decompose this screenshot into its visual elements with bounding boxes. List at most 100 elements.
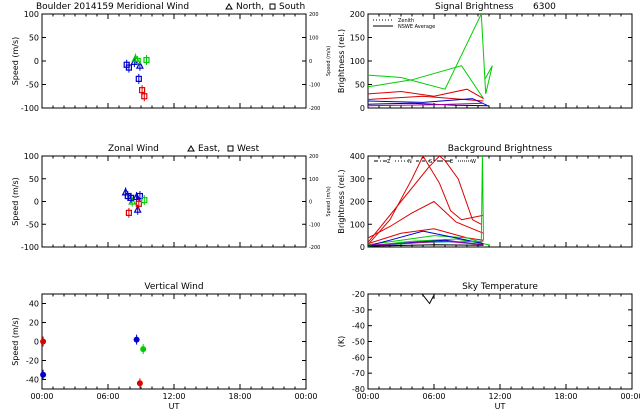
background-legend-label: N [408, 159, 412, 165]
meridional-ytick-label: 100 [24, 10, 39, 19]
skytemp-ytick-label: -30 [352, 306, 365, 315]
meridional-plot-area [41, 13, 307, 109]
zonal-ytick-label: 50 [29, 175, 39, 184]
zonal-ylabel-right: Speed (m/s) [326, 186, 332, 216]
background-title: Background Brightness [448, 144, 553, 154]
zonal-ytick-label: -50 [26, 220, 39, 229]
signal-series-line [368, 102, 484, 107]
meridional-ytick-label: -50 [26, 81, 39, 90]
skytemp-xtick-label: 12:00 [488, 392, 511, 401]
skytemp-ytick-label: -50 [352, 338, 365, 347]
zonal-panel: -100 -50 0 50 100 Speed (m/s) -200 -100 0 100 200 S… [11, 144, 332, 252]
background-ytick-label: 0 [360, 243, 365, 252]
legend-nswe: NSWE Average [398, 24, 435, 30]
signal-ytick-label: 0 [360, 104, 365, 113]
zonal-ylabel: Speed (m/s) [11, 177, 20, 226]
vertical-xtick-label: 00:00 [30, 392, 53, 401]
background-series-line [368, 156, 484, 246]
vertical-xtick-label: 00:00 [294, 392, 317, 401]
vertical-ytick-label: 0 [34, 338, 39, 347]
signal-series-line [368, 98, 488, 106]
meridional-ytick-right-label: 0 [309, 59, 312, 65]
legend-square-icon [269, 3, 276, 10]
signal-series-line [368, 88, 484, 100]
background-panel: 0 100 200 300 400 Brightness (rel.) Background… [337, 144, 633, 252]
legend-zenith: Zenith [398, 18, 414, 24]
background-series-line [368, 200, 484, 239]
vertical-xtick-label: 12:00 [162, 392, 185, 401]
background-series-line [368, 244, 484, 247]
vertical-ytick-label: 40 [29, 300, 39, 309]
zonal-ytick-right-label: 0 [309, 200, 312, 206]
zonal-ytick-label: -100 [21, 243, 39, 252]
signal-series-line [368, 14, 493, 95]
legend-north: North, [236, 2, 264, 12]
meridional-ytick-right-label: 100 [309, 36, 319, 42]
skytemp-ytick-label: -60 [352, 353, 365, 362]
legend-west: West [237, 144, 260, 154]
meridional-ytick-label: 0 [34, 57, 39, 66]
signal-wavelength: 6300 [533, 2, 556, 12]
legend-triangle-icon [187, 145, 195, 152]
signal-series-line [368, 65, 484, 99]
background-legend-label: E [450, 159, 453, 165]
zonal-ytick-right-label: 100 [309, 177, 319, 183]
zonal-ytick-label: 0 [34, 198, 39, 207]
meridional-ylabel: Speed (m/s) [11, 37, 20, 86]
background-ylabel: Brightness (rel.) [337, 169, 346, 233]
meridional-ytick-label: -100 [21, 104, 39, 113]
vertical-xtick-label: 06:00 [96, 392, 119, 401]
background-ytick-label: 100 [350, 220, 365, 229]
vertical-title: Vertical Wind [144, 282, 203, 292]
skytemp-ytick-label: -20 [352, 290, 365, 299]
vertical-ytick-label: -40 [26, 376, 39, 385]
skytemp-xlabel: UT [495, 402, 506, 411]
background-ytick-label: 400 [350, 152, 365, 161]
signal-panel: 0 50 100 150 200 Brightness (rel.) Signal Brig… [337, 2, 633, 113]
signal-ylabel: Brightness (rel.) [337, 29, 346, 93]
skytemp-xtick-label: 00:00 [356, 392, 379, 401]
background-ytick-label: 300 [350, 175, 365, 184]
legend-south: South [279, 2, 305, 12]
background-legend-label: S [429, 159, 432, 165]
skytemp-title: Sky Temperature [462, 282, 538, 292]
signal-ytick-label: 50 [355, 81, 365, 90]
signal-title: Signal Brightness [435, 2, 514, 12]
meridional-ytick-right-label: -100 [309, 83, 320, 89]
meridional-title: Boulder 2014159 Meridional Wind [36, 2, 189, 12]
vertical-xtick-label: 18:00 [228, 392, 251, 401]
skytemp-lines [421, 294, 436, 305]
vertical-ytick-label: -20 [26, 357, 39, 366]
skytemp-xtick-label: 00:00 [620, 392, 640, 401]
meridional-ylabel-right: Speed (m/s) [326, 46, 332, 76]
zonal-title: Zonal Wind [108, 144, 159, 154]
zonal-plot-area [41, 155, 307, 248]
signal-lines [368, 14, 493, 107]
vertical-ylabel: Speed (m/s) [11, 317, 20, 366]
meridional-panel: -100 -50 0 50 100 Speed (m/s) -200 -100 0 100 200 S… [11, 2, 332, 113]
background-series-line [368, 156, 482, 243]
skytemp-plot-area [367, 293, 633, 390]
legend-square-icon [227, 145, 234, 152]
background-legend-label: Z [387, 159, 391, 165]
skytemp-panel: -80 -70 -60 -50 -40 -30 -20 00:00 06:00 12:00 18:0… [337, 282, 640, 411]
meridional-ytick-right-label: -200 [309, 106, 320, 112]
vertical-xlabel: UT [169, 402, 180, 411]
skytemp-ytick-label: -70 [352, 369, 365, 378]
legend-triangle-icon [225, 3, 233, 10]
skytemp-ylabel: (K) [337, 336, 346, 348]
background-series-line [368, 228, 484, 245]
vertical-panel: -40 -20 0 20 40 00:00 06:00 12:00 18:00 00:00 UT Sp… [11, 282, 318, 411]
zonal-ytick-right-label: -200 [309, 245, 320, 251]
background-plot-area [367, 155, 633, 248]
skytemp-ytick-label: -40 [352, 322, 365, 331]
background-series-line [368, 230, 484, 247]
signal-ytick-label: 100 [350, 57, 365, 66]
background-ytick-label: 200 [350, 198, 365, 207]
skytemp-series-line [421, 294, 436, 305]
skytemp-ytick-label: -80 [352, 385, 365, 394]
skytemp-xtick-label: 18:00 [554, 392, 577, 401]
signal-ytick-label: 200 [350, 10, 365, 19]
signal-ytick-label: 150 [350, 34, 365, 43]
